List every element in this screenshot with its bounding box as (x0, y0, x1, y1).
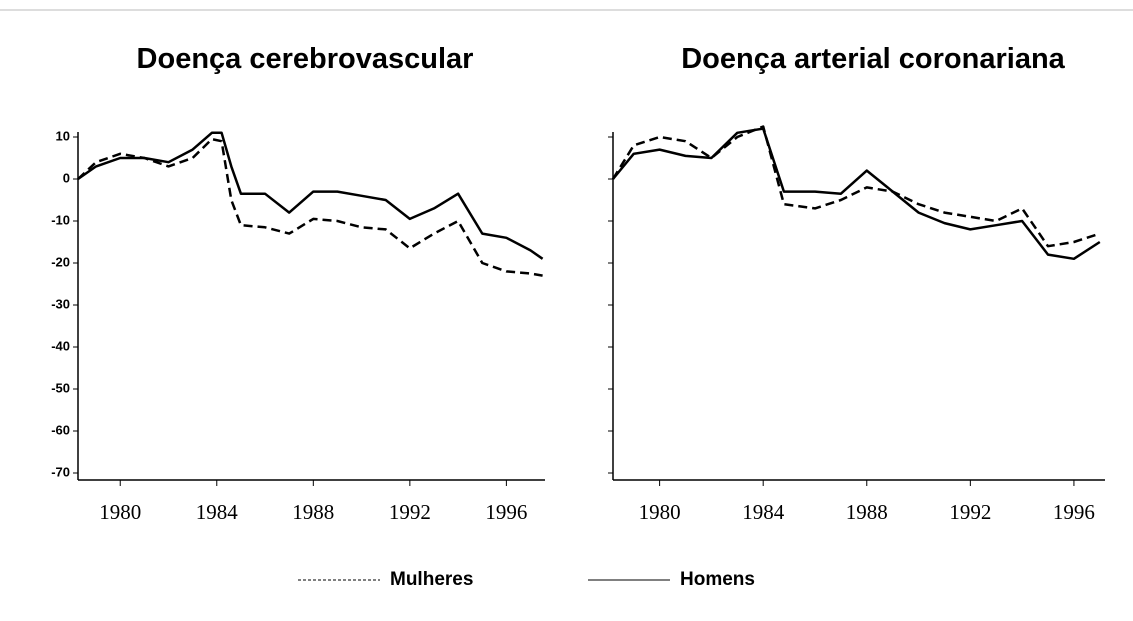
y-tick-label: -10 (51, 212, 70, 227)
x-tick-label: 1988 (846, 500, 888, 524)
y-tick-label: -20 (51, 254, 70, 269)
x-tick-label: 1984 (196, 500, 239, 524)
x-tick-label: 1988 (292, 500, 334, 524)
series-line (77, 137, 543, 277)
y-tick-label: -40 (51, 338, 70, 353)
y-tick-label: -70 (51, 464, 70, 479)
legend-label: Homens (680, 569, 755, 590)
x-tick-label: 1992 (389, 500, 431, 524)
series-line (77, 131, 544, 260)
series-line (611, 125, 1101, 248)
x-tick-label: 1996 (1053, 500, 1095, 524)
chart-title: Doença cerebrovascular (137, 43, 474, 75)
x-tick-label: 1996 (485, 500, 527, 524)
y-tick-label: -30 (51, 296, 70, 311)
chart-title: Doença arterial coronariana (681, 43, 1065, 75)
y-tick-label: 0 (63, 170, 70, 185)
x-tick-label: 1992 (949, 500, 991, 524)
x-tick-label: 1980 (99, 500, 141, 524)
y-tick-label: 10 (56, 128, 70, 143)
legend-label: Mulheres (390, 569, 473, 590)
series-line (612, 127, 1101, 261)
y-tick-label: -60 (51, 422, 70, 437)
y-tick-label: -50 (51, 380, 70, 395)
x-tick-label: 1984 (742, 500, 785, 524)
x-tick-label: 1980 (639, 500, 681, 524)
